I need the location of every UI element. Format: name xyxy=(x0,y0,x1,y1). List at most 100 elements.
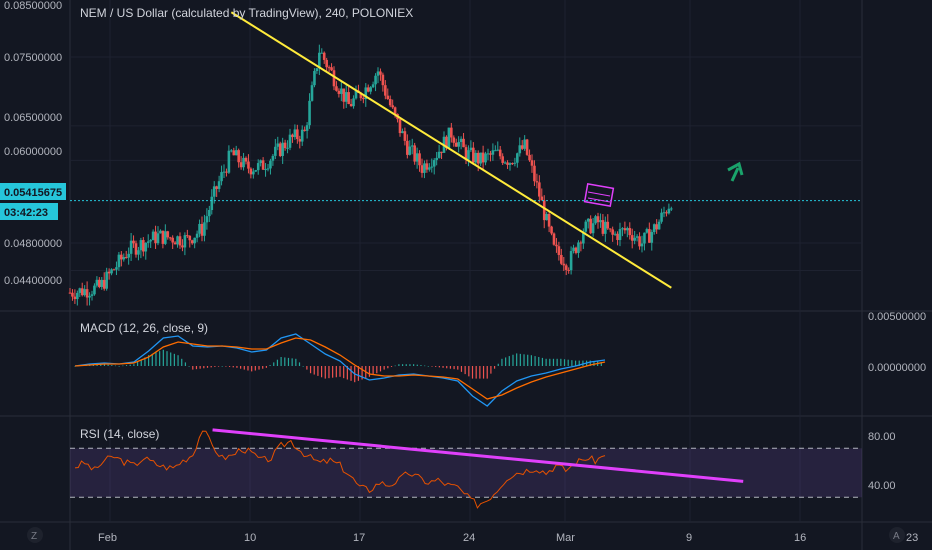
macd-bar xyxy=(199,366,201,369)
macd-bar xyxy=(468,366,470,377)
zoom-icon[interactable] xyxy=(27,527,43,543)
candle xyxy=(124,250,128,259)
macd-bar xyxy=(578,360,580,366)
candle xyxy=(305,122,309,139)
candle xyxy=(428,163,431,172)
candle xyxy=(516,152,519,168)
macd-bar xyxy=(401,364,404,366)
zoom-label[interactable]: Z xyxy=(31,531,37,542)
candle xyxy=(611,226,614,242)
macd-bar xyxy=(398,364,400,366)
macd-bar xyxy=(195,366,198,370)
macd-signal-line xyxy=(74,337,606,400)
candlestick-series[interactable] xyxy=(68,44,673,306)
candle xyxy=(555,238,558,253)
candle xyxy=(584,219,588,233)
macd-bar xyxy=(556,358,558,366)
macd-bar xyxy=(258,366,260,370)
symbol-title[interactable]: NEM / US Dollar (calculated by TradingVi… xyxy=(80,6,413,20)
last-price-badge xyxy=(0,183,66,200)
candle xyxy=(288,128,292,151)
candle xyxy=(144,242,148,260)
auto-scale-label[interactable]: A xyxy=(893,531,900,542)
candle xyxy=(599,213,602,228)
candle xyxy=(176,235,179,248)
candle xyxy=(274,138,277,160)
macd-bar xyxy=(133,364,135,366)
macd-bar xyxy=(545,358,547,366)
candle xyxy=(252,168,255,179)
macd-bar xyxy=(435,366,437,367)
candle xyxy=(313,68,316,88)
macd-bar xyxy=(343,366,345,379)
candle xyxy=(406,134,409,159)
macd-label[interactable]: MACD (12, 26, close, 9) xyxy=(80,321,208,335)
macd-bar xyxy=(486,366,488,379)
macd-bar xyxy=(372,366,374,375)
candle xyxy=(579,240,583,252)
candle xyxy=(330,63,333,72)
price-trendline[interactable] xyxy=(230,11,672,289)
macd-bar xyxy=(324,366,326,379)
candle xyxy=(271,153,275,166)
candle xyxy=(648,222,651,243)
candle xyxy=(435,151,438,166)
auto-scale-icon[interactable] xyxy=(889,527,905,543)
arrow-up-icon[interactable] xyxy=(727,161,744,182)
macd-bar xyxy=(530,355,532,366)
candle xyxy=(616,231,619,246)
pattern-box[interactable] xyxy=(583,183,615,207)
rsi-band-fill xyxy=(70,448,862,498)
macd-bar xyxy=(505,357,507,366)
macd-bar xyxy=(479,366,481,379)
candle xyxy=(93,283,96,296)
candle xyxy=(225,168,228,177)
macd-bar xyxy=(574,360,577,366)
macd-bar xyxy=(103,364,106,366)
candle xyxy=(665,210,668,217)
macd-bar xyxy=(475,366,477,379)
candle xyxy=(650,229,654,251)
macd-bar xyxy=(291,358,293,366)
candle xyxy=(151,229,155,241)
macd-bar xyxy=(140,359,142,366)
macd-bar xyxy=(427,366,429,367)
candle xyxy=(391,99,394,109)
macd-bar xyxy=(519,353,521,366)
macd-bar xyxy=(600,361,602,366)
rsi-trendline[interactable] xyxy=(212,428,744,483)
macd-bar xyxy=(383,366,385,370)
macd-bar xyxy=(582,360,584,366)
candle xyxy=(217,175,221,193)
candle xyxy=(633,230,636,245)
candle xyxy=(450,122,453,143)
macd-bar xyxy=(111,365,113,366)
candle xyxy=(188,235,192,248)
macd-bar xyxy=(350,366,352,381)
macd-bar xyxy=(376,366,378,374)
candle xyxy=(337,88,341,98)
time-tick-label: Feb xyxy=(98,532,117,544)
candle xyxy=(589,215,592,235)
candle xyxy=(296,124,299,144)
candle xyxy=(215,185,218,197)
candle xyxy=(129,233,133,261)
candle xyxy=(76,290,79,306)
macd-bar xyxy=(228,366,231,367)
candle xyxy=(535,173,539,189)
macd-bar xyxy=(269,365,271,366)
rsi-label[interactable]: RSI (14, close) xyxy=(80,427,159,441)
price-tick-label: 0.04400000 xyxy=(4,275,62,287)
macd-bar xyxy=(173,353,175,366)
candle xyxy=(508,162,512,171)
macd-bar xyxy=(346,366,348,380)
macd-bar xyxy=(497,363,499,366)
candle xyxy=(462,132,465,148)
candle xyxy=(628,222,632,240)
candle xyxy=(518,137,522,157)
candle xyxy=(440,151,443,160)
candle xyxy=(530,154,534,173)
macd-bar xyxy=(273,362,275,366)
